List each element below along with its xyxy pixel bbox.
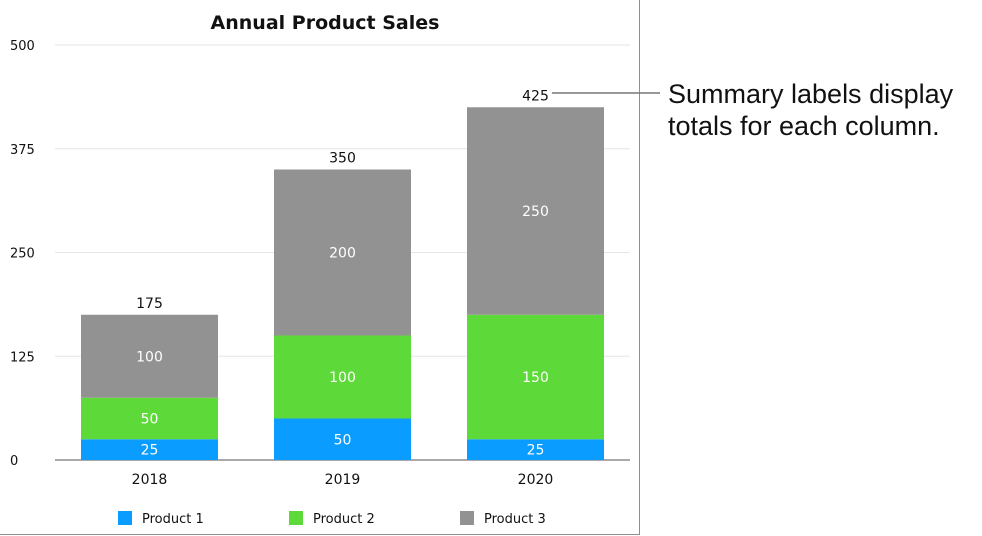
y-tick-label: 0 bbox=[10, 454, 18, 469]
x-tick-label: 2019 bbox=[325, 472, 361, 488]
bar-segment bbox=[81, 397, 218, 440]
legend-swatch bbox=[289, 511, 303, 525]
x-tick-label: 2018 bbox=[132, 472, 168, 488]
y-tick-label: 375 bbox=[10, 143, 35, 158]
total-label: 175 bbox=[136, 296, 163, 312]
segment-value-label: 50 bbox=[141, 412, 159, 428]
bar-segment bbox=[81, 439, 218, 460]
segment-value-label: 100 bbox=[136, 349, 163, 365]
x-tick-label: 2020 bbox=[518, 472, 554, 488]
callout-line-1: Summary labels display bbox=[668, 79, 954, 109]
segment-value-label: 100 bbox=[329, 370, 356, 386]
segment-value-label: 50 bbox=[334, 432, 352, 448]
y-tick-label: 125 bbox=[10, 350, 35, 365]
y-tick-label: 500 bbox=[10, 39, 35, 54]
callout-annotation: Summary labels display totals for each c… bbox=[668, 78, 953, 142]
y-tick-label: 250 bbox=[10, 247, 35, 262]
segment-value-label: 200 bbox=[329, 246, 356, 262]
legend-swatch bbox=[460, 511, 474, 525]
callout-line-2: totals for each column. bbox=[668, 111, 940, 141]
bar-segment bbox=[467, 314, 604, 440]
total-label: 425 bbox=[522, 88, 549, 104]
chart-title: Annual Product Sales bbox=[211, 12, 440, 34]
bar-segment bbox=[467, 107, 604, 315]
legend-swatch bbox=[118, 511, 132, 525]
bar-segment bbox=[274, 335, 411, 419]
bar-segment bbox=[467, 439, 604, 460]
segment-value-label: 150 bbox=[522, 370, 549, 386]
chart-frame bbox=[0, 0, 640, 535]
segment-value-label: 25 bbox=[141, 443, 159, 459]
bar-segment bbox=[274, 169, 411, 336]
bar-segment bbox=[81, 314, 218, 398]
legend-label: Product 3 bbox=[484, 512, 546, 527]
legend-label: Product 1 bbox=[142, 512, 204, 527]
segment-value-label: 250 bbox=[522, 204, 549, 220]
legend-label: Product 2 bbox=[313, 512, 375, 527]
total-label: 350 bbox=[329, 151, 356, 167]
bar-segment bbox=[274, 418, 411, 460]
segment-value-label: 25 bbox=[527, 443, 545, 459]
